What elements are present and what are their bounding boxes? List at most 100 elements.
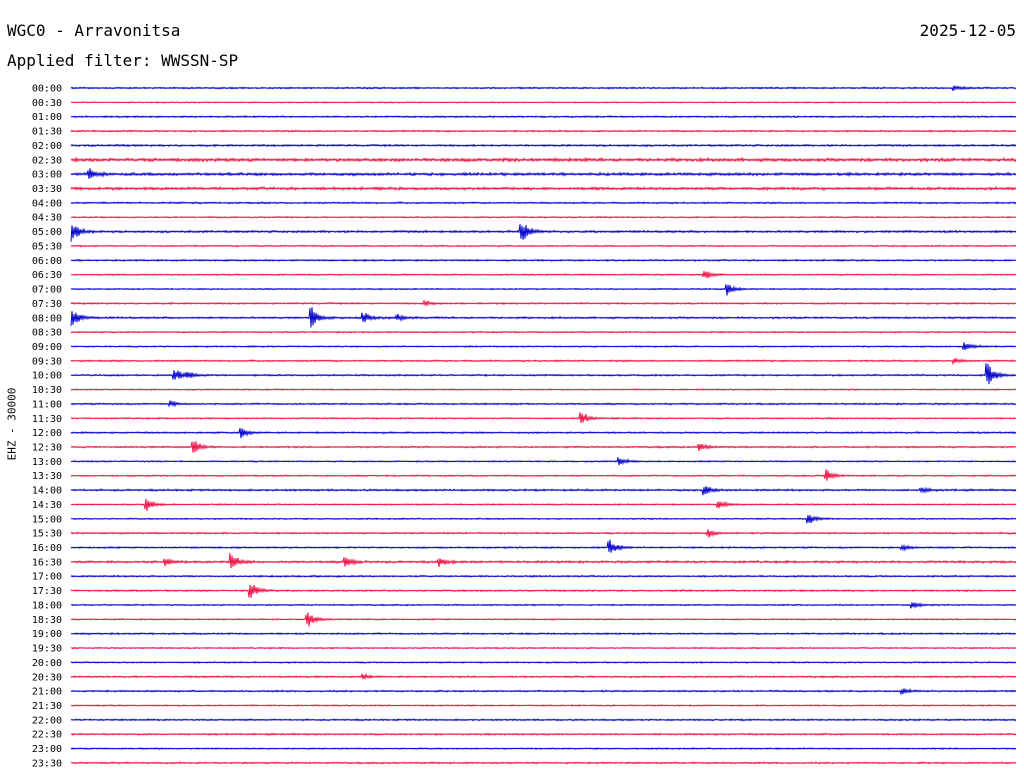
tick-label-1130: 11:30	[32, 414, 62, 425]
trace-0500	[70, 224, 1017, 242]
trace-1200	[70, 428, 1017, 439]
trace-0900	[70, 342, 1017, 351]
tick-label-0930: 09:30	[32, 356, 62, 367]
trace-0930	[70, 356, 1017, 366]
tick-label-2200: 22:00	[32, 715, 62, 726]
tick-label-1300: 13:00	[32, 457, 62, 468]
tick-label-0530: 05:30	[32, 241, 62, 252]
tick-label-1800: 18:00	[32, 600, 62, 611]
tick-label-1730: 17:30	[32, 586, 62, 597]
trace-0700	[70, 284, 1017, 296]
tick-label-0900: 09:00	[32, 342, 62, 353]
trace-1830	[70, 612, 1017, 627]
tick-label-2000: 20:00	[32, 658, 62, 669]
tick-label-2130: 21:30	[32, 701, 62, 712]
tick-label-1400: 14:00	[32, 486, 62, 497]
trace-1630	[70, 552, 1017, 569]
tick-label-0100: 01:00	[32, 112, 62, 123]
trace-2230	[70, 732, 1017, 736]
tick-label-1600: 16:00	[32, 543, 62, 554]
tick-label-0130: 01:30	[32, 127, 62, 138]
trace-0430	[70, 215, 1017, 219]
trace-0030	[70, 101, 1017, 104]
tick-label-0800: 08:00	[32, 313, 62, 324]
tick-label-1830: 18:30	[32, 615, 62, 626]
trace-2030	[70, 672, 1017, 681]
trace-1000	[70, 363, 1017, 385]
trace-2200	[70, 718, 1017, 722]
tick-label-0330: 03:30	[32, 184, 62, 195]
trace-1030	[70, 388, 1017, 391]
filter-label: Applied filter: WWSSN-SP	[7, 51, 239, 70]
trace-0830	[70, 330, 1017, 334]
tick-label-1500: 15:00	[32, 514, 62, 525]
tick-label-1230: 12:30	[32, 443, 62, 454]
trace-0330	[70, 185, 1017, 192]
trace-0130	[70, 129, 1017, 133]
seismic-traces	[70, 85, 1017, 765]
tick-label-0000: 00:00	[32, 84, 62, 95]
trace-2000	[70, 660, 1017, 664]
trace-0200	[70, 143, 1017, 148]
tick-label-0430: 04:30	[32, 213, 62, 224]
tick-label-2100: 21:00	[32, 687, 62, 698]
trace-1700	[70, 574, 1017, 578]
tick-label-1930: 19:30	[32, 644, 62, 655]
station-title: WGC0 - Arravonitsa	[7, 21, 181, 40]
tick-label-0200: 02:00	[32, 141, 62, 152]
trace-1300	[70, 457, 1017, 466]
trace-1930	[70, 646, 1017, 650]
trace-0000	[70, 85, 1017, 92]
trace-1800	[70, 601, 1017, 609]
trace-0600	[70, 258, 1017, 263]
trace-1600	[70, 539, 1017, 553]
trace-0530	[70, 244, 1017, 248]
trace-0630	[70, 271, 1017, 279]
tick-label-1330: 13:30	[32, 471, 62, 482]
trace-0100	[70, 114, 1017, 119]
tick-label-0700: 07:00	[32, 285, 62, 296]
tick-label-1000: 10:00	[32, 371, 62, 382]
time-tick-labels: 00:00 00:30 01:00 01:30 02:00 02:30 03:00 03:30…	[32, 84, 62, 770]
tick-label-0230: 02:30	[32, 155, 62, 166]
trace-2300	[70, 747, 1017, 751]
tick-label-0730: 07:30	[32, 299, 62, 310]
trace-2100	[70, 688, 1017, 696]
tick-label-1030: 10:30	[32, 385, 62, 396]
trace-1430	[70, 498, 1017, 511]
trace-0230	[70, 156, 1017, 163]
date-label: 2025-12-05	[919, 21, 1016, 40]
tick-label-0500: 05:00	[32, 227, 62, 238]
tick-label-0830: 08:30	[32, 328, 62, 339]
tick-label-1900: 19:00	[32, 629, 62, 640]
tick-label-1630: 16:30	[32, 557, 62, 568]
trace-1230	[70, 441, 1017, 453]
tick-label-1100: 11:00	[32, 399, 62, 410]
trace-2330	[70, 761, 1017, 765]
tick-label-1530: 15:30	[32, 529, 62, 540]
tick-label-0030: 00:30	[32, 98, 62, 109]
tick-label-2230: 22:30	[32, 730, 62, 741]
trace-0300	[70, 168, 1017, 179]
trace-1730	[70, 584, 1017, 599]
tick-label-0600: 06:00	[32, 256, 62, 267]
trace-1400	[70, 486, 1017, 496]
trace-1330	[70, 469, 1017, 481]
tick-label-0300: 03:00	[32, 170, 62, 181]
trace-0800	[70, 307, 1017, 328]
tick-label-2030: 20:30	[32, 672, 62, 683]
tick-label-0400: 04:00	[32, 198, 62, 209]
tick-label-0630: 06:30	[32, 270, 62, 281]
trace-0730	[70, 299, 1017, 307]
tick-label-2300: 23:00	[32, 744, 62, 755]
trace-1900	[70, 631, 1017, 636]
trace-2130	[70, 703, 1017, 707]
tick-label-1430: 14:30	[32, 500, 62, 511]
tick-label-1200: 12:00	[32, 428, 62, 439]
trace-1500	[70, 515, 1017, 524]
trace-1530	[70, 529, 1017, 538]
trace-1130	[70, 412, 1017, 424]
tick-label-2330: 23:30	[32, 758, 62, 769]
trace-0400	[70, 201, 1017, 205]
